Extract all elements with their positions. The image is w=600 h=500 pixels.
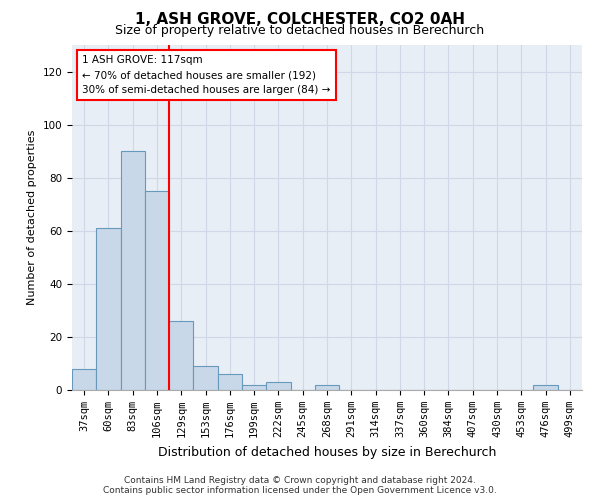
X-axis label: Distribution of detached houses by size in Berechurch: Distribution of detached houses by size … <box>158 446 496 458</box>
Text: 1 ASH GROVE: 117sqm
← 70% of detached houses are smaller (192)
30% of semi-detac: 1 ASH GROVE: 117sqm ← 70% of detached ho… <box>82 56 331 95</box>
Bar <box>533 384 558 390</box>
Bar <box>121 151 145 390</box>
Text: Size of property relative to detached houses in Berechurch: Size of property relative to detached ho… <box>115 24 485 37</box>
Bar <box>266 382 290 390</box>
Text: Contains public sector information licensed under the Open Government Licence v3: Contains public sector information licen… <box>103 486 497 495</box>
Bar <box>145 191 169 390</box>
Text: Contains HM Land Registry data © Crown copyright and database right 2024.: Contains HM Land Registry data © Crown c… <box>124 476 476 485</box>
Bar <box>315 384 339 390</box>
Text: 1, ASH GROVE, COLCHESTER, CO2 0AH: 1, ASH GROVE, COLCHESTER, CO2 0AH <box>135 12 465 28</box>
Bar <box>242 384 266 390</box>
Bar <box>96 228 121 390</box>
Y-axis label: Number of detached properties: Number of detached properties <box>27 130 37 305</box>
Bar <box>218 374 242 390</box>
Bar <box>169 321 193 390</box>
Bar <box>193 366 218 390</box>
Bar <box>72 369 96 390</box>
